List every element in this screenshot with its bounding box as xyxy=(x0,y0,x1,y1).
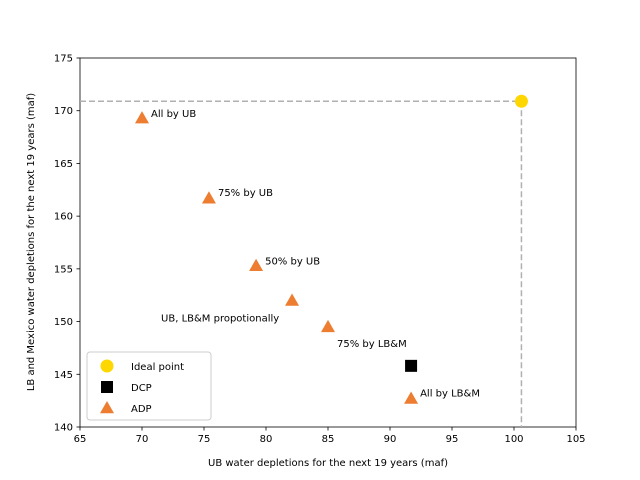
adp-point xyxy=(201,191,216,204)
legend-marker xyxy=(101,381,113,393)
adp-point xyxy=(321,319,335,333)
y-tick-label: 155 xyxy=(54,264,73,275)
x-axis-ticks: 65 70 75 80 85 90 95 100 105 xyxy=(74,427,586,445)
x-tick-label: 95 xyxy=(446,434,459,445)
y-tick-label: 140 xyxy=(54,423,73,434)
x-tick-label: 105 xyxy=(566,434,585,445)
legend: Ideal point DCP ADP xyxy=(86,351,212,421)
legend-box xyxy=(86,351,212,421)
x-tick-label: 80 xyxy=(260,434,273,445)
y-tick-label: 165 xyxy=(54,159,73,170)
reference-lines xyxy=(80,100,523,427)
legend-label: DCP xyxy=(131,383,152,394)
x-tick-label: 100 xyxy=(504,434,523,445)
point-annotation: UB, LB&M propotionally xyxy=(161,313,279,324)
x-tick-label: 75 xyxy=(198,434,211,445)
adp-point xyxy=(135,111,149,124)
legend-marker xyxy=(100,401,114,414)
adp-point xyxy=(404,391,419,404)
y-tick-label: 160 xyxy=(54,212,73,223)
point-annotation: All by UB xyxy=(151,109,196,120)
y-tick-label: 175 xyxy=(54,54,73,65)
point-annotation: 75% by UB xyxy=(218,188,273,199)
x-tick-label: 70 xyxy=(136,434,149,445)
legend-marker xyxy=(100,359,114,373)
x-axis-label: UB water depletions for the next 19 year… xyxy=(208,458,448,469)
point-annotation: 50% by UB xyxy=(265,257,320,268)
ideal-point-point xyxy=(514,94,528,108)
y-tick-label: 150 xyxy=(54,317,73,328)
adp-point xyxy=(285,293,300,306)
y-axis-ticks: 140 145 150 155 160 165 170 175 xyxy=(54,54,80,434)
x-tick-label: 65 xyxy=(74,434,87,445)
point-annotation: 75% by LB&M xyxy=(337,339,407,350)
dcp-point xyxy=(405,359,418,372)
x-tick-label: 85 xyxy=(322,434,335,445)
x-tick-label: 90 xyxy=(384,434,397,445)
legend-label: Ideal point xyxy=(131,362,184,373)
y-tick-label: 145 xyxy=(54,370,73,381)
legend-label: ADP xyxy=(131,404,152,415)
point-annotations: All by UB 75% by UB 50% by UB UB, LB&M prop… xyxy=(151,109,480,399)
y-axis-label: LB and Mexico water depletions for the n… xyxy=(26,93,37,391)
point-annotation: All by LB&M xyxy=(420,389,480,400)
adp-point xyxy=(249,258,264,271)
y-tick-label: 170 xyxy=(54,106,73,117)
data-points xyxy=(135,94,528,404)
